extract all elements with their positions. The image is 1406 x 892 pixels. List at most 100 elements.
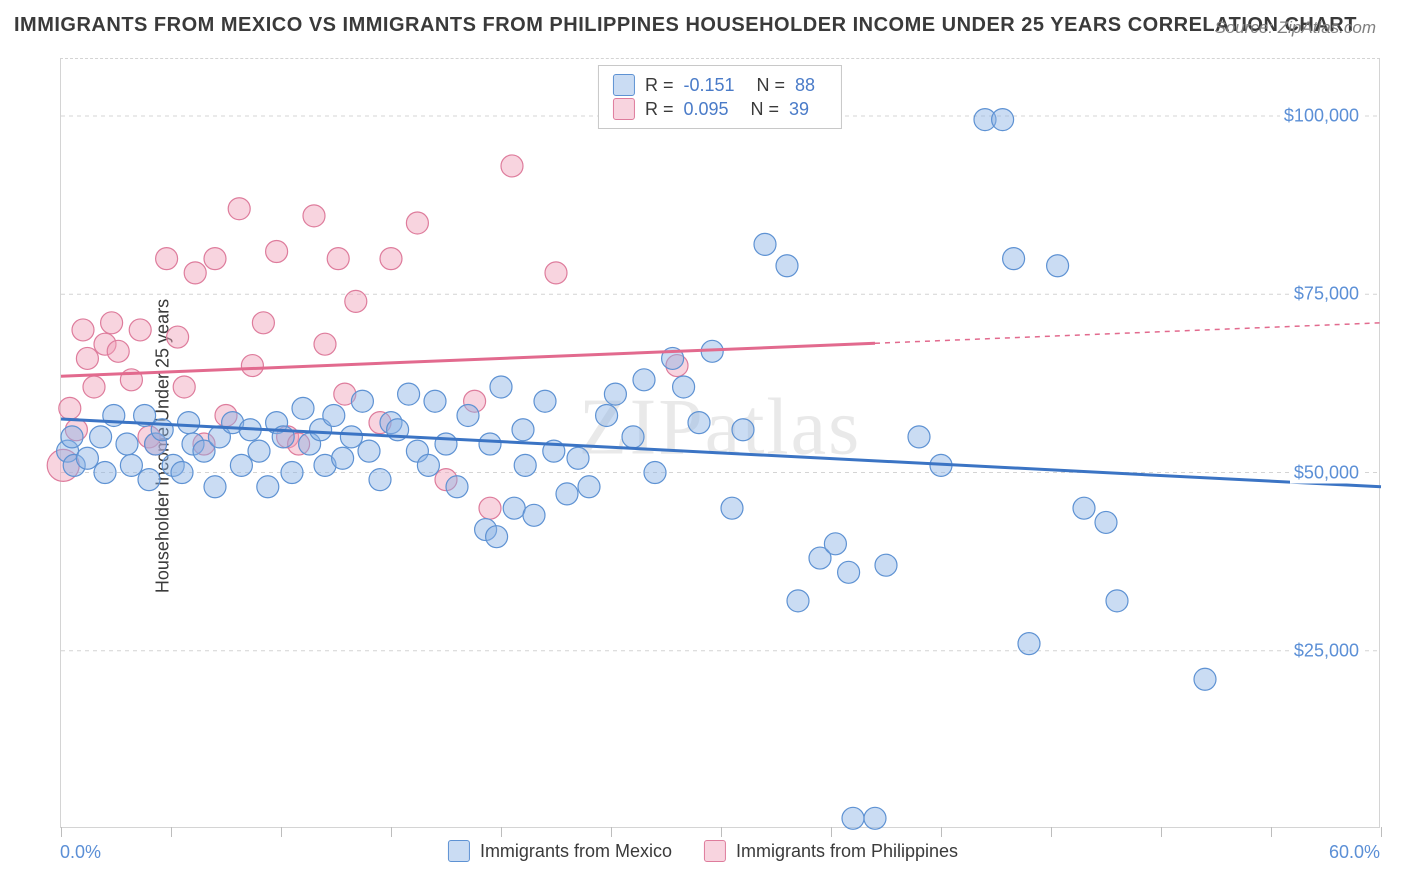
mexico-point (248, 440, 270, 462)
chart-title: IMMIGRANTS FROM MEXICO VS IMMIGRANTS FRO… (14, 14, 1357, 37)
stats-row-mexico: R = -0.151 N = 88 (613, 74, 827, 96)
bottom-legend: Immigrants from Mexico Immigrants from P… (448, 840, 958, 862)
x-tick (171, 827, 172, 837)
x-tick (1051, 827, 1052, 837)
philippines-point (156, 248, 178, 270)
n-value-philippines: 39 (789, 99, 809, 120)
philippines-point (345, 290, 367, 312)
philippines-point (107, 340, 129, 362)
legend-label-mexico: Immigrants from Mexico (480, 841, 672, 862)
n-value-mexico: 88 (795, 75, 815, 96)
mexico-point (567, 447, 589, 469)
x-tick (1271, 827, 1272, 837)
swatch-philippines-icon (613, 98, 635, 120)
mexico-point (138, 469, 160, 491)
mexico-point (398, 383, 420, 405)
legend-label-philippines: Immigrants from Philippines (736, 841, 958, 862)
mexico-point (754, 233, 776, 255)
mexico-point (417, 454, 439, 476)
n-label: N = (751, 99, 780, 120)
philippines-point (545, 262, 567, 284)
philippines-point (266, 241, 288, 263)
x-tick (61, 827, 62, 837)
philippines-point (479, 497, 501, 519)
mexico-point (178, 412, 200, 434)
philippines-point (380, 248, 402, 270)
x-axis-max-label: 60.0% (1329, 842, 1380, 863)
legend-item-mexico: Immigrants from Mexico (448, 840, 672, 862)
mexico-point (486, 526, 508, 548)
mexico-point (1047, 255, 1069, 277)
y-tick-label: $25,000 (1290, 640, 1363, 661)
mexico-point (358, 440, 380, 462)
mexico-point (490, 376, 512, 398)
y-tick-label: $100,000 (1280, 106, 1363, 127)
philippines-point (72, 319, 94, 341)
y-tick-label: $50,000 (1290, 462, 1363, 483)
mexico-point (534, 390, 556, 412)
mexico-point (446, 476, 468, 498)
mexico-point (61, 426, 83, 448)
x-tick (941, 827, 942, 837)
mexico-point (512, 419, 534, 441)
mexico-point (622, 426, 644, 448)
x-tick (721, 827, 722, 837)
mexico-point (340, 426, 362, 448)
philippines-point (184, 262, 206, 284)
x-tick (1381, 827, 1382, 837)
mexico-point (457, 404, 479, 426)
stats-row-philippines: R = 0.095 N = 39 (613, 98, 827, 120)
mexico-point (556, 483, 578, 505)
mexico-point (875, 554, 897, 576)
swatch-philippines-icon (704, 840, 726, 862)
x-tick (501, 827, 502, 837)
stats-box: R = -0.151 N = 88 R = 0.095 N = 39 (598, 65, 842, 129)
x-axis-min-label: 0.0% (60, 842, 101, 863)
x-tick (611, 827, 612, 837)
philippines-point (303, 205, 325, 227)
mexico-point (171, 462, 193, 484)
philippines-point (327, 248, 349, 270)
mexico-point (644, 462, 666, 484)
mexico-point (120, 454, 142, 476)
philippines-point (406, 212, 428, 234)
mexico-point (257, 476, 279, 498)
philippines-point (314, 333, 336, 355)
mexico-point (204, 476, 226, 498)
philippines-point (101, 312, 123, 334)
r-label: R = (645, 75, 674, 96)
mexico-point (1003, 248, 1025, 270)
mexico-point (323, 404, 345, 426)
mexico-point (1106, 590, 1128, 612)
mexico-point (424, 390, 446, 412)
y-tick-label: $75,000 (1290, 284, 1363, 305)
mexico-point (292, 397, 314, 419)
mexico-point (776, 255, 798, 277)
chart-svg (61, 59, 1379, 827)
mexico-point (721, 497, 743, 519)
n-label: N = (757, 75, 786, 96)
philippines-point (83, 376, 105, 398)
philippines-point (167, 326, 189, 348)
mexico-point (230, 454, 252, 476)
mexico-point (94, 462, 116, 484)
mexico-point (281, 462, 303, 484)
philippines-point (228, 198, 250, 220)
philippines-point (76, 347, 98, 369)
mexico-point (435, 433, 457, 455)
x-tick (281, 827, 282, 837)
trend-line-philippines-dashed (875, 323, 1381, 343)
r-value-philippines: 0.095 (683, 99, 728, 120)
mexico-point (838, 561, 860, 583)
mexico-point (604, 383, 626, 405)
mexico-point (1095, 511, 1117, 533)
philippines-point (204, 248, 226, 270)
mexico-point (479, 433, 501, 455)
plot-area: ZIPatlas R = -0.151 N = 88 R = 0.095 N =… (60, 58, 1380, 828)
swatch-mexico-icon (448, 840, 470, 862)
mexico-point (732, 419, 754, 441)
mexico-point (633, 369, 655, 391)
r-value-mexico: -0.151 (683, 75, 734, 96)
mexico-point (116, 433, 138, 455)
trend-line-philippines-solid (61, 343, 875, 376)
